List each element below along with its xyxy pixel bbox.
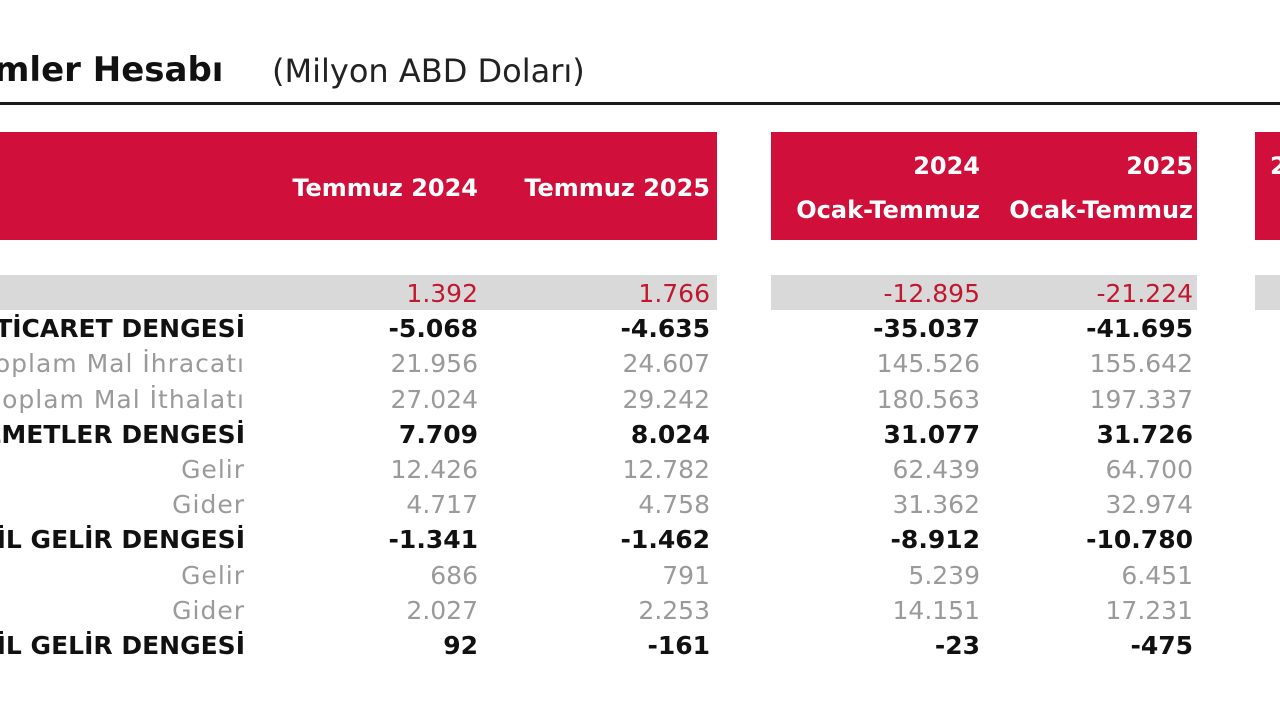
row-value-v3: 180.563 — [876, 384, 980, 414]
row-value-v1: -1.341 — [388, 525, 478, 555]
header-block-cumulative — [771, 132, 1197, 240]
row-value-v1: -5.068 — [388, 314, 478, 344]
row-value-v3: 14.151 — [892, 595, 980, 625]
row-value-v4: 32.974 — [1105, 490, 1193, 520]
row-value-v1: 1.392 — [406, 279, 478, 308]
row-value-v2: 12.782 — [622, 455, 710, 484]
row-value-v4: -41.695 — [1086, 314, 1193, 344]
row-value-v2: -161 — [647, 631, 710, 660]
col-header-temmuz-2024: Temmuz 2024 — [292, 174, 478, 202]
row-value-v4: 31.726 — [1096, 419, 1193, 449]
row-value-v1: 686 — [430, 560, 478, 590]
table-row: Gider 4.717 4.758 31.362 32.974 — [0, 487, 1280, 522]
col-header-2025-period: Ocak-Temmuz — [1009, 196, 1193, 224]
row-value-v2: 29.242 — [622, 384, 710, 414]
row-value-v2: 2.253 — [638, 595, 710, 625]
row-label: oplam Mal İthalatı — [2, 384, 245, 414]
row-value-v3: 31.077 — [883, 419, 980, 449]
row-value-v3: -23 — [934, 631, 980, 660]
row-value-v4: -21.224 — [1096, 279, 1194, 308]
row-value-v2: -4.635 — [620, 314, 710, 344]
row-value-v2: 1.766 — [638, 279, 710, 308]
col-header-2024-year: 2024 — [913, 152, 980, 180]
table-row: oplam Mal İhracatı 21.956 24.607 145.526 155… — [0, 346, 1280, 381]
row-value-v4: 6.451 — [1121, 560, 1193, 590]
row-value-v1: 2.027 — [406, 595, 478, 625]
table-row: Tİ TİCARET DENGESİ -5.068 -4.635 -35.037 -41… — [0, 311, 1280, 346]
table-row: oplam Mal İthalatı 27.024 29.242 180.563 197… — [0, 382, 1280, 417]
table-row: CİL GELİR DENGESİ -1.341 -1.462 -8.912 -10.7… — [0, 522, 1280, 557]
row-label: oplam Mal İhracatı — [0, 349, 245, 379]
table-row: 1.392 1.766 -12.895 -21.224 — [0, 276, 1280, 311]
col-header-temmuz-2025: Temmuz 2025 — [524, 174, 710, 202]
row-value-v3: 5.239 — [908, 560, 980, 590]
row-value-v1: 12.426 — [390, 455, 478, 484]
col-header-2025-year: 2025 — [1126, 152, 1193, 180]
row-value-v3: -12.895 — [883, 279, 981, 308]
row-value-v1: 27.024 — [390, 384, 478, 414]
row-value-v1: 4.717 — [406, 490, 478, 520]
page-title: mler Hesabı — [0, 50, 224, 90]
row-value-v1: 92 — [443, 631, 478, 660]
page-subtitle: (Milyon ABD Doları) — [272, 52, 585, 90]
row-value-v4: 64.700 — [1105, 455, 1193, 484]
row-value-v4: -475 — [1130, 631, 1193, 660]
row-value-v3: 31.362 — [892, 490, 980, 520]
header-block-monthly — [0, 132, 717, 240]
row-label: Gider — [172, 490, 245, 520]
table-row: CİL GELİR DENGESİ 92 -161 -23 -475 — [0, 628, 1280, 663]
row-label: ZMETLER DENGESİ — [0, 419, 245, 449]
row-label: CİL GELİR DENGESİ — [0, 525, 245, 555]
row-value-v2: 8.024 — [630, 419, 710, 449]
header-block-partial — [1255, 132, 1280, 240]
row-label: Gelir — [181, 455, 245, 484]
highlight-band — [0, 275, 717, 310]
col-header-partial: 2 — [1270, 152, 1280, 180]
row-value-v4: 17.231 — [1105, 595, 1193, 625]
table-row: Gelir 12.426 12.782 62.439 64.700 — [0, 452, 1280, 487]
title-divider — [0, 102, 1280, 105]
row-value-v3: -35.037 — [873, 314, 980, 344]
row-value-v1: 7.709 — [398, 419, 478, 449]
row-label: Gider — [172, 595, 245, 625]
row-value-v4: 155.642 — [1089, 349, 1193, 379]
row-label: Gelir — [181, 560, 245, 590]
row-value-v3: -8.912 — [890, 525, 980, 555]
row-value-v2: 4.758 — [638, 490, 710, 520]
row-value-v3: 145.526 — [876, 349, 980, 379]
table-row: Gider 2.027 2.253 14.151 17.231 — [0, 593, 1280, 628]
row-value-v4: 197.337 — [1089, 384, 1193, 414]
highlight-band — [771, 275, 1197, 310]
row-value-v1: 21.956 — [390, 349, 478, 379]
col-header-2024-period: Ocak-Temmuz — [796, 196, 980, 224]
row-value-v2: 24.607 — [622, 349, 710, 379]
row-value-v4: -10.780 — [1086, 525, 1193, 555]
row-value-v3: 62.439 — [892, 455, 980, 484]
row-value-v2: 791 — [662, 560, 710, 590]
row-value-v2: -1.462 — [620, 525, 710, 555]
table-row: ZMETLER DENGESİ 7.709 8.024 31.077 31.726 — [0, 417, 1280, 452]
highlight-band — [1255, 275, 1280, 310]
table-row: Gelir 686 791 5.239 6.451 — [0, 558, 1280, 593]
row-label: Tİ TİCARET DENGESİ — [0, 314, 245, 344]
row-label: CİL GELİR DENGESİ — [0, 631, 245, 660]
